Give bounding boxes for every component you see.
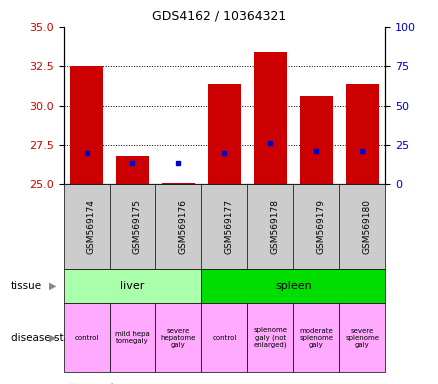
Text: severe
splenome
galy: severe splenome galy xyxy=(346,328,379,348)
Text: GSM569180: GSM569180 xyxy=(362,199,371,254)
Text: GSM569176: GSM569176 xyxy=(178,199,187,254)
Text: GSM569174: GSM569174 xyxy=(86,199,95,254)
Bar xyxy=(254,52,286,184)
Bar xyxy=(117,156,148,184)
Text: liver: liver xyxy=(120,281,145,291)
Text: GSM569175: GSM569175 xyxy=(132,199,141,254)
Text: moderate
splenome
galy: moderate splenome galy xyxy=(300,328,333,348)
Bar xyxy=(300,96,332,184)
Text: mild hepa
tomegaly: mild hepa tomegaly xyxy=(115,331,150,344)
Text: severe
hepatome
galy: severe hepatome galy xyxy=(161,328,196,348)
Text: ■: ■ xyxy=(68,383,78,384)
Text: ▶: ▶ xyxy=(49,281,57,291)
Text: splenome
galy (not
enlarged): splenome galy (not enlarged) xyxy=(254,328,287,348)
Bar xyxy=(208,84,240,184)
Bar xyxy=(71,66,102,184)
Text: GDS4162 / 10364321: GDS4162 / 10364321 xyxy=(152,10,286,23)
Text: tissue: tissue xyxy=(11,281,42,291)
Text: control: control xyxy=(74,335,99,341)
Text: count: count xyxy=(88,383,115,384)
Text: spleen: spleen xyxy=(275,281,312,291)
Bar xyxy=(346,84,378,184)
Text: disease state: disease state xyxy=(11,333,81,343)
Text: GSM569179: GSM569179 xyxy=(316,199,325,254)
Bar xyxy=(162,183,194,184)
Text: GSM569178: GSM569178 xyxy=(271,199,279,254)
Text: ▶: ▶ xyxy=(49,333,57,343)
Text: control: control xyxy=(212,335,237,341)
Text: GSM569177: GSM569177 xyxy=(224,199,233,254)
